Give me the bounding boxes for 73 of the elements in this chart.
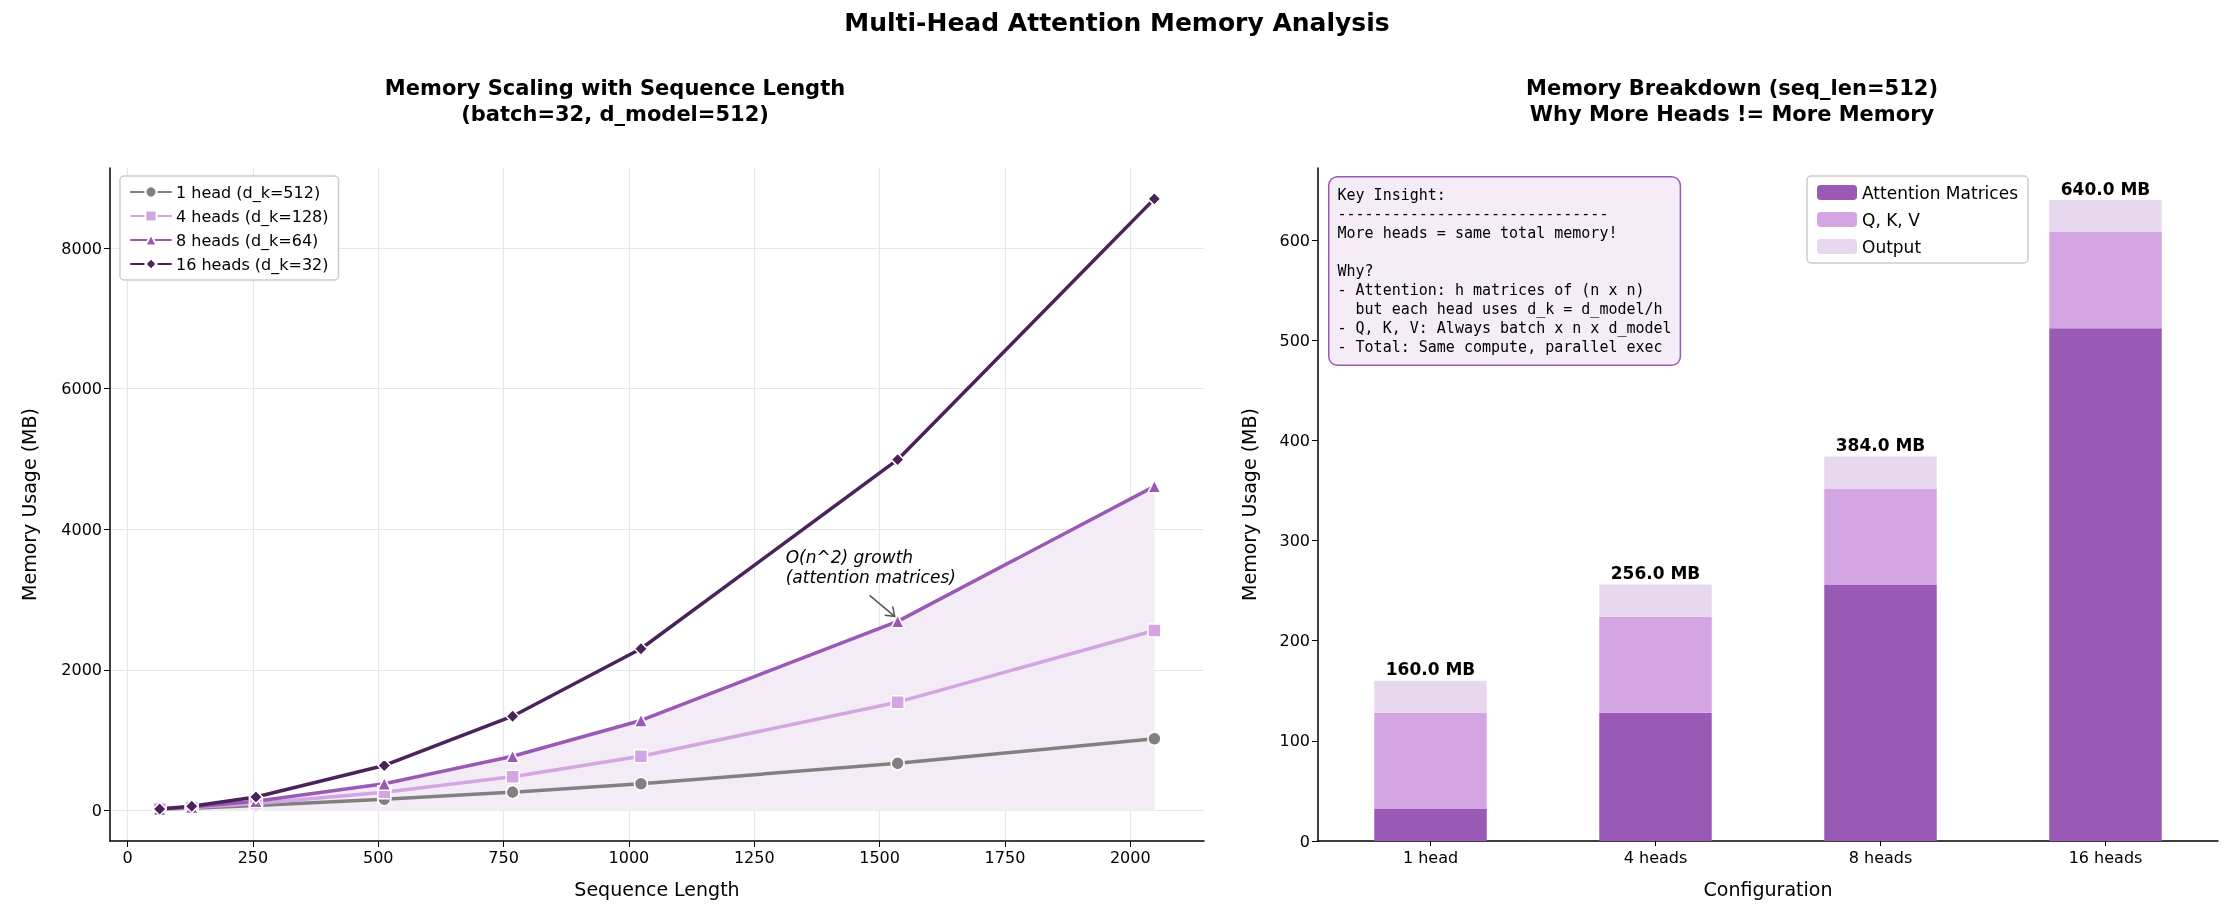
- point: [890, 694, 905, 710]
- y-tick-label: 300: [1279, 531, 1310, 551]
- point: [633, 641, 649, 656]
- bar: [1824, 488, 1937, 585]
- chart-title: Memory Breakdown (seq_len=512) Why More Heads != More Memory: [1526, 76, 1938, 126]
- bar: [2049, 328, 2162, 841]
- bar: [1599, 616, 1712, 713]
- bar: [1374, 808, 1487, 841]
- legend-label: Q, K, V: [1862, 209, 1921, 230]
- x-tick-label: 1750: [984, 847, 1026, 867]
- point: [890, 614, 905, 629]
- bar: [2049, 232, 2162, 329]
- bar: [1824, 456, 1937, 489]
- total-label: 640.0 MB: [2060, 178, 2151, 199]
- total-label: 384.0 MB: [1835, 434, 1926, 455]
- y-axis-title: Memory Usage (MB): [17, 408, 40, 601]
- total-label: 256.0 MB: [1610, 563, 1701, 584]
- point: [1147, 731, 1162, 746]
- bar: [1824, 584, 1937, 841]
- y-tick-label: 6000: [61, 379, 102, 399]
- x-tick-label: 0: [122, 847, 133, 867]
- x-tick-label: 250: [237, 847, 269, 867]
- x-tick-label: 1250: [733, 847, 775, 867]
- x-tick-label: 2000: [1109, 847, 1151, 867]
- point: [890, 452, 905, 467]
- legend-label: Output: [1862, 236, 1922, 257]
- y-tick-label: 2000: [61, 660, 102, 680]
- bar: [1374, 680, 1487, 713]
- text: Multi-Head Attention Memory Analysis: [843, 8, 1391, 37]
- y-axis-title: Memory Usage (MB): [1237, 408, 1260, 601]
- legend-label: Attention Matrices: [1862, 182, 2019, 203]
- annotation: O(n^2) growth (attention matrices): [785, 547, 956, 588]
- x-tick-label: 8 heads: [1848, 847, 1913, 867]
- point: [633, 776, 649, 791]
- total-label: 160.0 MB: [1385, 659, 1476, 680]
- y-tick-label: 0: [91, 800, 102, 820]
- bar: [1599, 584, 1712, 617]
- point: [633, 713, 649, 728]
- point: [505, 769, 520, 784]
- x-tick-label: 4 heads: [1623, 847, 1688, 867]
- point: [1147, 191, 1162, 207]
- x-axis-title: Sequence Length: [574, 877, 740, 900]
- point: [248, 789, 264, 805]
- point: [505, 784, 520, 800]
- x-tick-label: 1000: [608, 847, 650, 867]
- y-tick-label: 100: [1279, 731, 1310, 751]
- bar: [1374, 712, 1487, 809]
- x-tick-label: 750: [488, 847, 519, 867]
- legend-label: 4 heads (d_k=128): [176, 206, 329, 227]
- bar: [1599, 712, 1712, 841]
- y-tick-label: 0: [1299, 831, 1310, 851]
- y-tick-label: 500: [1279, 330, 1310, 350]
- y-tick-label: 4000: [61, 519, 102, 539]
- legend-label: 1 head (d_k=512): [176, 182, 321, 203]
- x-tick-label: 1 head: [1402, 847, 1459, 867]
- y-tick-label: 600: [1279, 230, 1310, 250]
- point: [1147, 623, 1162, 638]
- y-tick-label: 400: [1279, 430, 1310, 450]
- bar: [2049, 200, 2162, 233]
- point: [633, 749, 649, 764]
- chart-title: Memory Scaling with Sequence Length (batch=32, d_model=512): [384, 76, 846, 126]
- x-axis-title: Configuration: [1703, 877, 1833, 900]
- point: [890, 756, 905, 771]
- legend-label: 8 heads (d_k=64): [176, 230, 319, 251]
- text: Key Insight: ------------------------------ More heads = same total memory! Why? - Attention: h matrices of (n x n) but each head uses d_k = d_model/h - Q, K, V: Always batch x n x d_model - Total: Same compute, parallel exec: [1337, 186, 1672, 356]
- point: [1147, 479, 1162, 494]
- y-tick-label: 8000: [61, 238, 102, 258]
- legend-label: 16 heads (d_k=32): [176, 254, 329, 275]
- x-tick-label: 500: [362, 847, 394, 867]
- x-tick-label: 1500: [859, 847, 900, 867]
- point: [505, 749, 520, 764]
- x-tick-label: 16 heads: [2068, 847, 2143, 867]
- y-tick-label: 200: [1279, 631, 1310, 651]
